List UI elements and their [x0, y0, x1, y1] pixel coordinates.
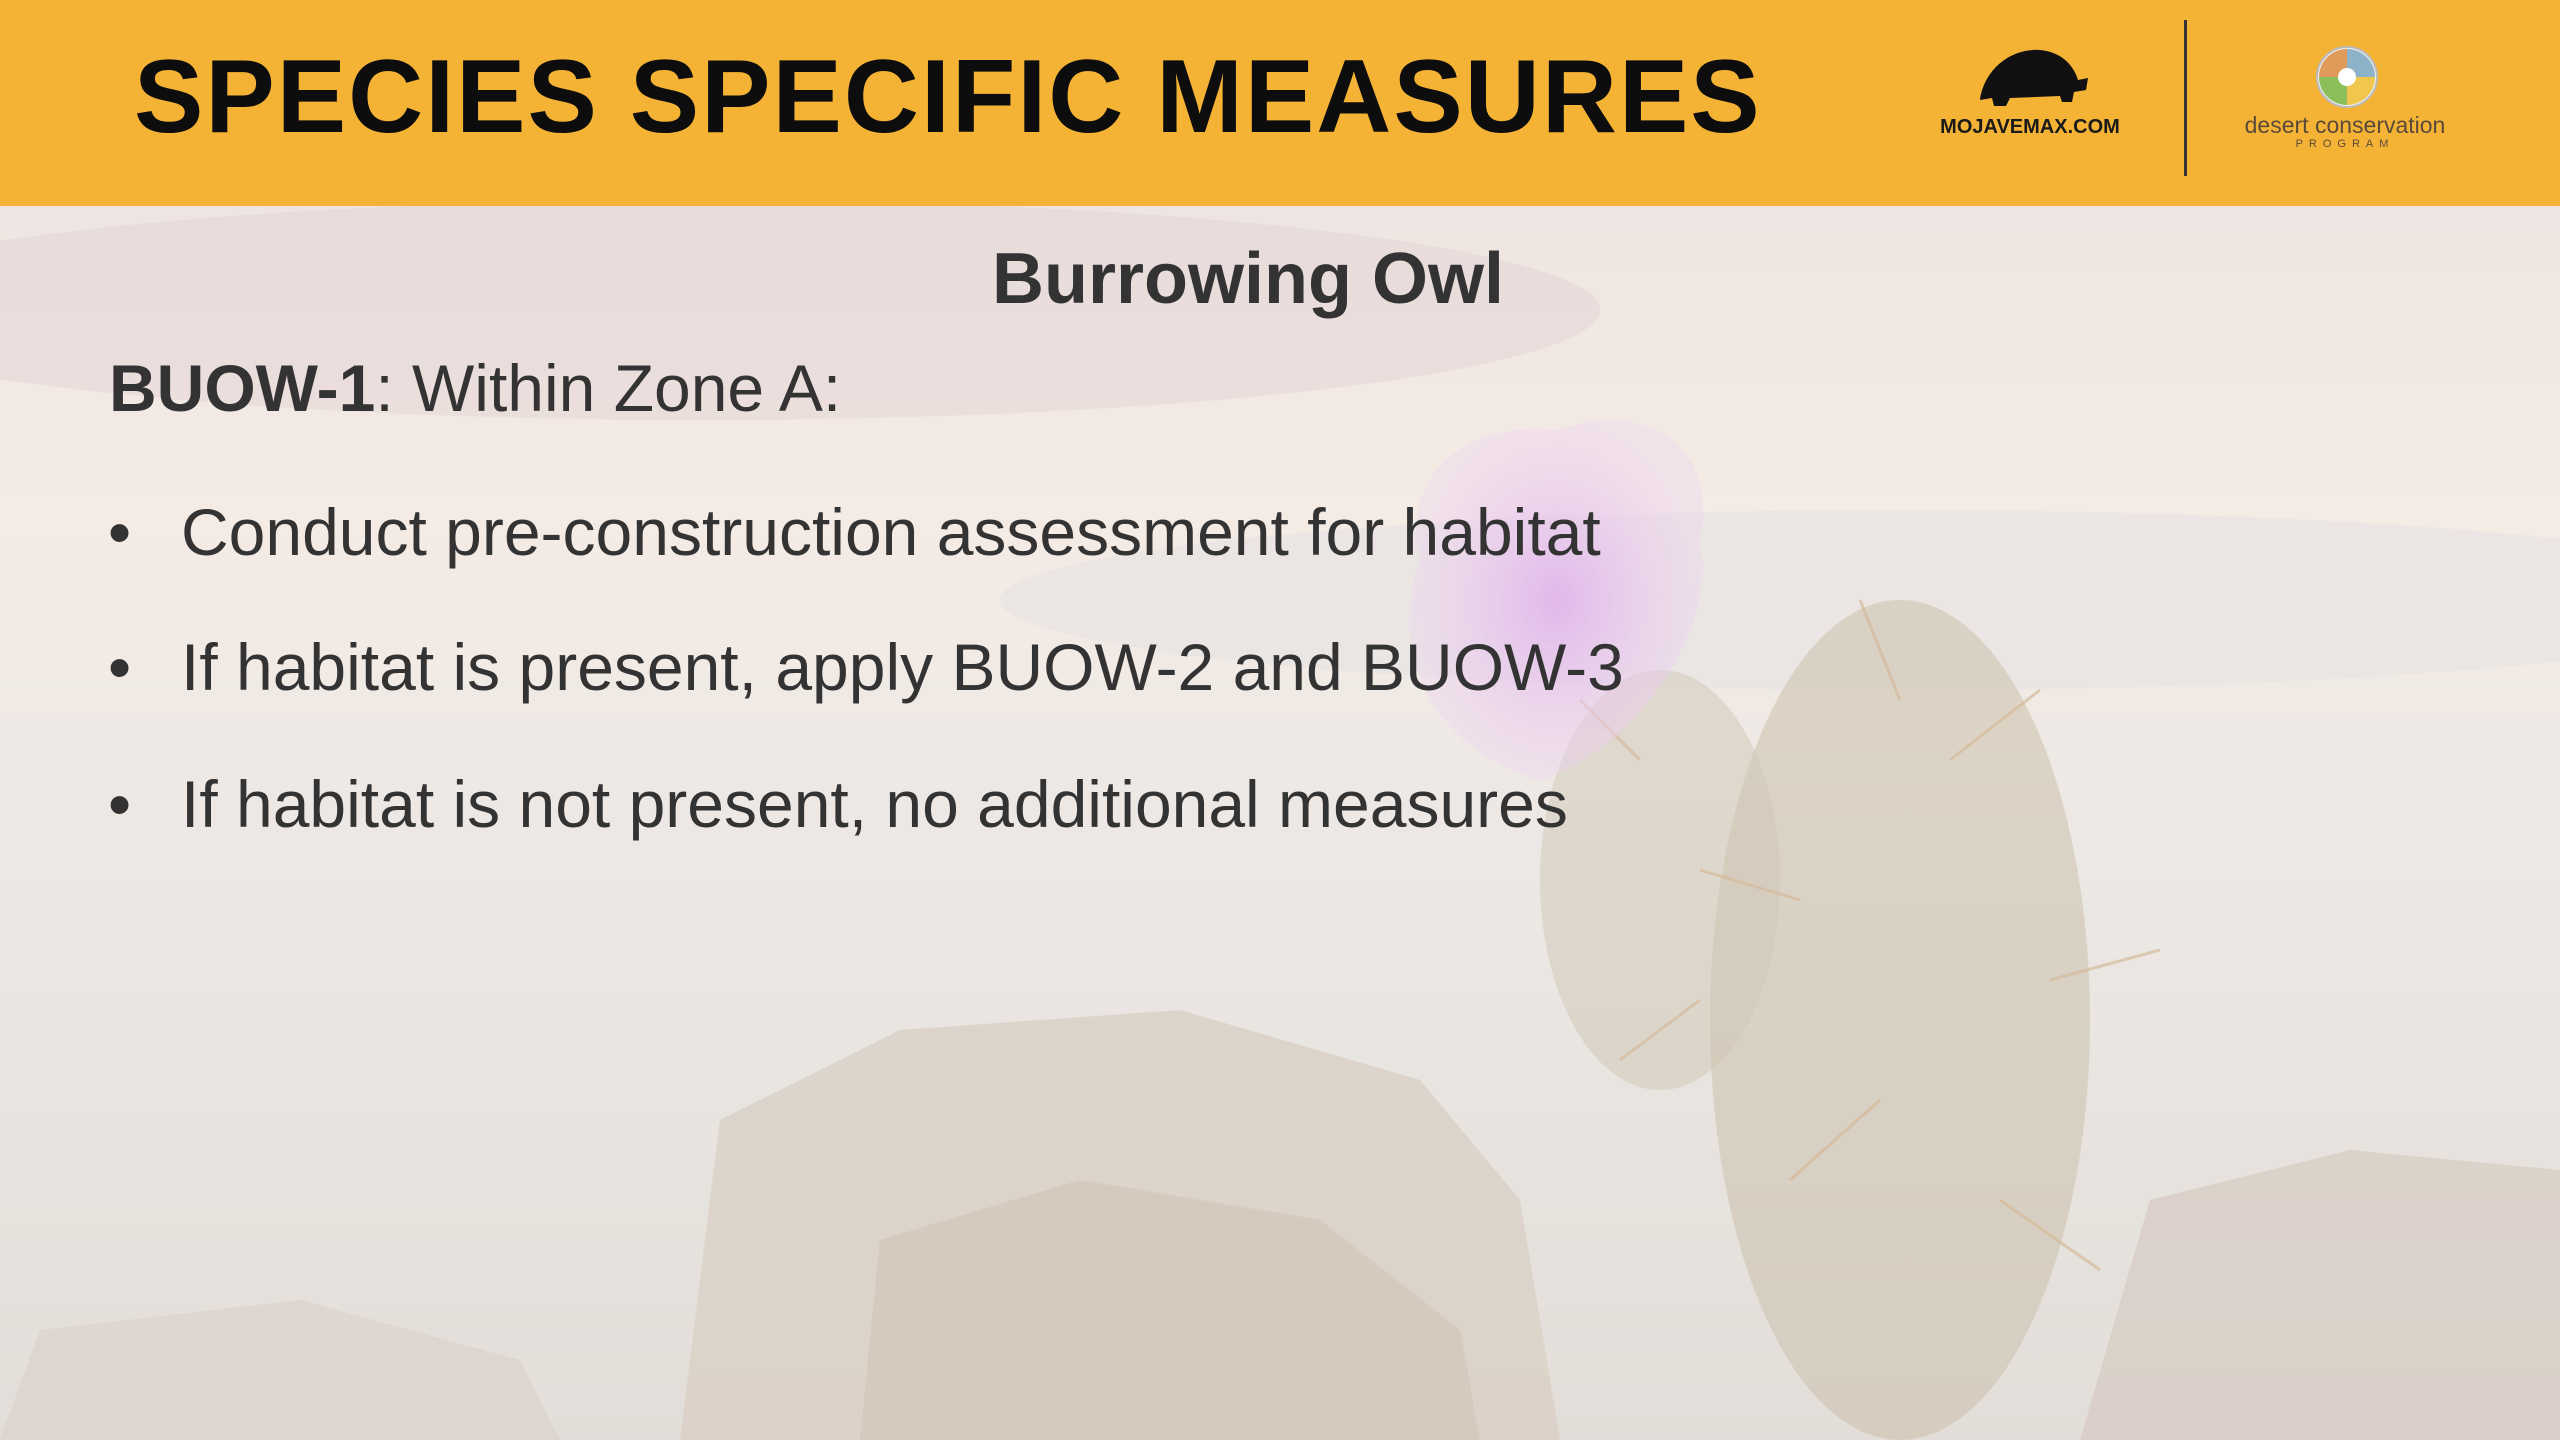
- bullet-text: Conduct pre-construction assessment for …: [181, 495, 1601, 569]
- bullet-marker: •: [108, 629, 181, 705]
- divider: [2184, 20, 2187, 176]
- measure-label: BUOW-1: [109, 351, 375, 425]
- logo-text: desert conservation: [2220, 112, 2470, 139]
- background-photo: [0, 0, 2560, 1440]
- logo-text: MOJAVEMAX.COM: [1932, 116, 2128, 139]
- bullet-marker: •: [108, 766, 181, 842]
- bullet-marker: •: [108, 494, 181, 570]
- section-heading: Burrowing Owl: [0, 238, 2496, 320]
- logo-subtext: PROGRAM: [2220, 138, 2470, 150]
- dcp-logo: [2314, 44, 2380, 110]
- bullet-item: •If habitat is not present, no additiona…: [108, 766, 1568, 842]
- slide-title: SPECIES SPECIFIC MEASURES: [134, 38, 1762, 157]
- tortoise-logo: [1970, 40, 2090, 116]
- bullet-item: •Conduct pre-construction assessment for…: [108, 494, 1601, 570]
- bullet-item: •If habitat is present, apply BUOW-2 and…: [108, 629, 1624, 705]
- slide: SPECIES SPECIFIC MEASURES MOJAVEMAX.COM …: [0, 0, 2560, 1440]
- bullet-text: If habitat is present, apply BUOW-2 and …: [181, 630, 1624, 704]
- intro-line: BUOW-1: Within Zone A:: [109, 350, 841, 426]
- intro-text: : Within Zone A:: [375, 351, 841, 425]
- bullet-text: If habitat is not present, no additional…: [181, 767, 1568, 841]
